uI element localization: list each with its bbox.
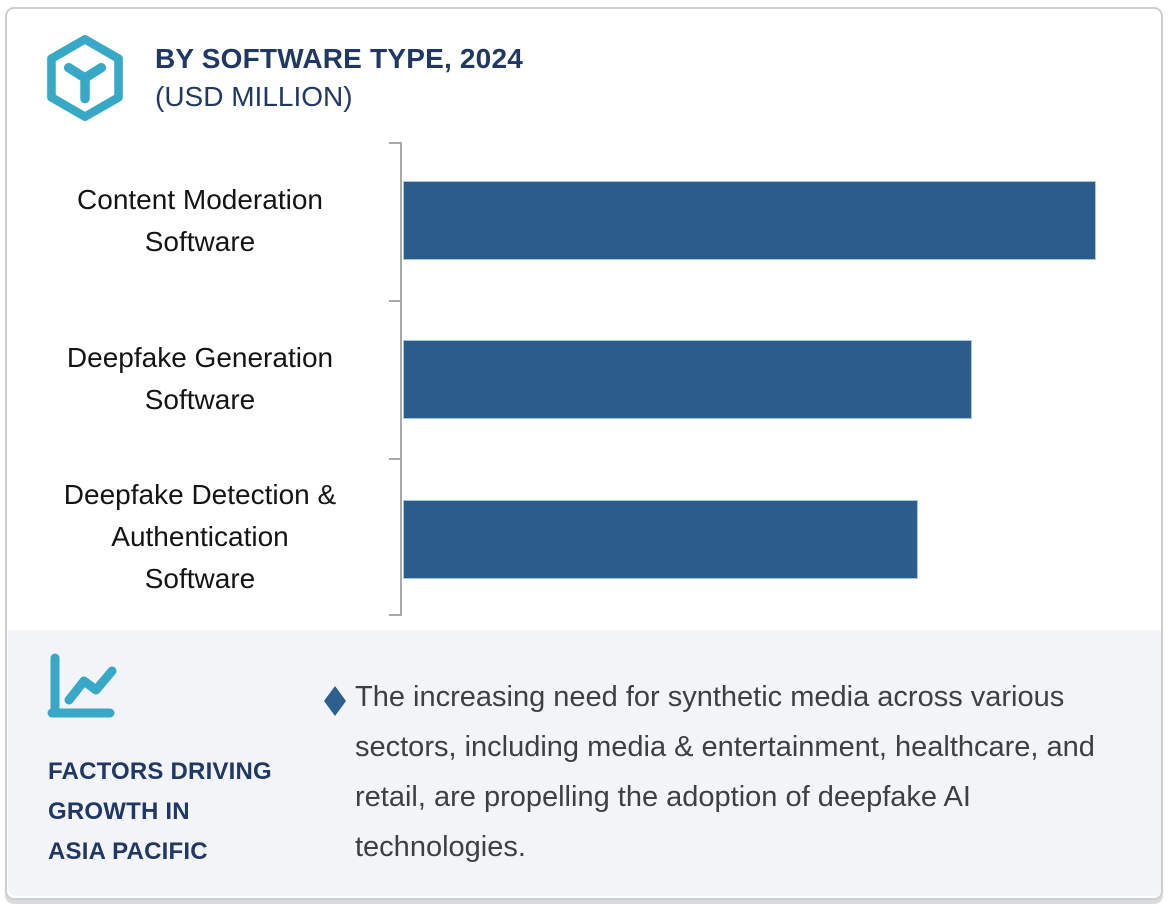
diamond-bullet-icon <box>324 686 346 721</box>
bar-content-moderation-software <box>403 181 1096 260</box>
axis-tick <box>389 142 401 144</box>
axis-tick <box>389 458 401 460</box>
hexagon-cube-icon <box>42 34 128 127</box>
bar-deepfake-generation-software <box>403 340 972 419</box>
chart-subtitle: (USD MILLION) <box>155 81 353 112</box>
bar-deepfake-detection-authentication-software <box>403 500 918 579</box>
chart-title: BY SOFTWARE TYPE, 2024 <box>155 43 523 74</box>
factors-panel <box>8 630 1162 896</box>
category-label: Deepfake Generation Software <box>66 342 334 415</box>
axis-tick <box>389 300 401 302</box>
chart-header: BY SOFTWARE TYPE, 2024 (USD MILLION) <box>155 40 523 116</box>
factors-bullet-text: The increasing need for synthetic media … <box>355 681 1095 863</box>
factors-heading: FACTORS DRIVING GROWTH IN ASIA PACIFIC <box>48 758 272 865</box>
category-label: Content Moderation Software <box>77 184 323 257</box>
category-label: Deepfake Detection & Authentication Soft… <box>63 479 337 594</box>
category-axis <box>400 142 402 616</box>
line-chart-icon <box>46 652 118 727</box>
axis-tick <box>389 614 401 616</box>
